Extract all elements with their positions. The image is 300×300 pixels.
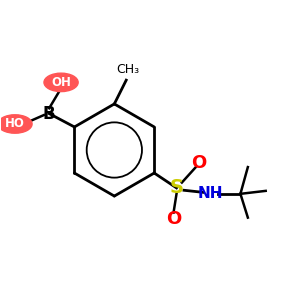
Text: HO: HO	[5, 118, 25, 130]
Text: NH: NH	[198, 186, 224, 201]
Text: O: O	[191, 154, 206, 172]
Text: S: S	[169, 178, 184, 197]
Text: OH: OH	[51, 76, 71, 89]
Ellipse shape	[44, 73, 78, 92]
Text: B: B	[43, 105, 56, 123]
Text: CH₃: CH₃	[116, 63, 139, 76]
Text: O: O	[166, 210, 181, 228]
Ellipse shape	[0, 115, 32, 133]
